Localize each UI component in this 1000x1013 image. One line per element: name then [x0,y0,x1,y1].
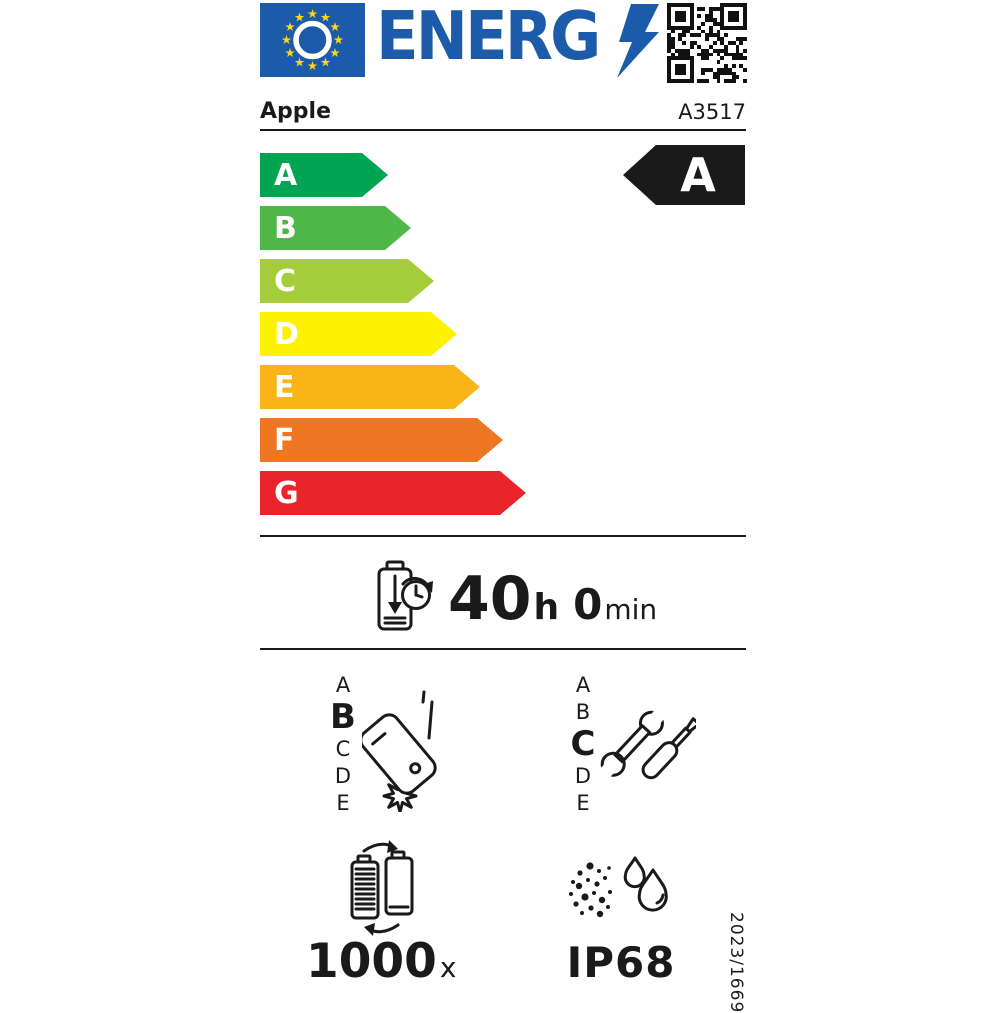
cycles-number: 1000 [306,934,437,989]
grade-letter: E [274,369,295,405]
battery-cycles-icon [350,840,414,936]
repair-tools-icon [597,706,696,781]
energy-grade-g: G [260,471,526,515]
grade-letter: F [274,422,295,458]
energy-grade-c: C [260,259,434,303]
energy-grade-a: A [260,153,388,197]
lightning-bolt-icon [617,4,660,78]
ip-rating-value: IP68 [566,938,676,987]
energy-rating-letter: A [680,148,716,202]
scale-letter: C [335,737,351,761]
scale-letter: A [335,673,351,697]
grade-letter: A [274,157,298,193]
repairability-scale: A B C D E [568,672,598,817]
scale-letter: E [576,791,590,815]
cycles-unit: x [439,951,457,984]
battery-hours: 40 [448,564,532,634]
energy-rating-indicator: A [623,145,745,205]
grade-letter: B [274,210,297,246]
divider-line [260,648,746,650]
phone-drop-icon [362,690,437,812]
scale-letter: E [336,791,350,815]
scale-letter: B [575,700,591,724]
battery-minutes: 0 [573,580,603,629]
model-number: A3517 [678,100,746,124]
scale-letter: B [330,697,356,737]
scale-letter: A [575,673,591,697]
battery-endurance-icon [377,560,433,631]
grade-letter: C [274,263,297,299]
energy-grade-e: E [260,365,480,409]
battery-minutes-unit: min [604,593,658,626]
scale-letter: D [334,764,352,788]
energ-wordmark: ENERG [376,0,661,80]
scale-letter: C [570,724,596,764]
scale-letter: D [574,764,592,788]
dust-water-icon [569,856,668,918]
brand-name: Apple [260,99,331,124]
energy-grade-f: F [260,418,503,462]
drop-resistance-scale: A B C D E [328,672,358,817]
battery-life-value: 40 h 0 min [448,564,657,634]
brand-row: Apple A3517 [260,99,746,131]
divider-line [260,535,746,537]
energy-grade-b: B [260,206,411,250]
energ-text: ENERG [376,0,601,75]
grade-letter: D [274,316,299,352]
eu-flag-icon [260,3,365,77]
battery-cycles-value: 1000 x [306,934,456,989]
grade-letter: G [274,475,299,511]
qr-code [667,3,747,83]
regulation-number: 2023/1669 [726,912,746,1013]
battery-hours-unit: h [533,587,560,628]
energy-grade-d: D [260,312,457,356]
